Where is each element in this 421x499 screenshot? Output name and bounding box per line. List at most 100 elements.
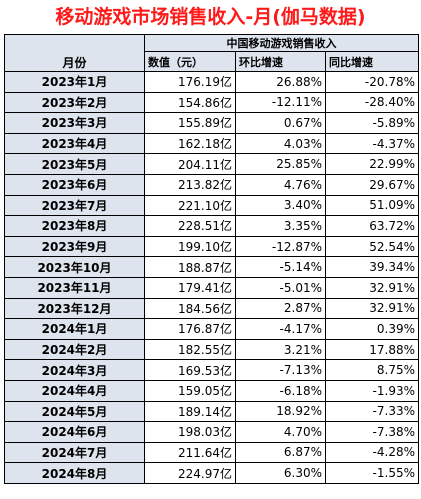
yoy-cell[interactable]: -4.28% [325, 441, 419, 464]
mom-column-header[interactable]: 环比增速 [235, 51, 326, 72]
month-cell[interactable]: 2024年6月 [4, 421, 145, 443]
yoy-cell[interactable]: 22.99% [325, 153, 419, 175]
table-row: 2023年8月 228.51亿 3.35% 63.72% [4, 215, 419, 237]
month-cell[interactable]: 2023年10月 [4, 256, 145, 278]
value-column-header[interactable]: 数值（元） [144, 51, 236, 72]
mom-cell[interactable]: 4.76% [235, 173, 326, 196]
mom-cell[interactable]: 3.35% [235, 215, 326, 237]
yoy-cell[interactable]: -7.33% [325, 400, 419, 423]
yoy-cell[interactable]: -20.78% [325, 71, 419, 93]
mom-cell[interactable]: 6.30% [235, 462, 326, 484]
yoy-cell[interactable]: -5.89% [325, 112, 419, 134]
month-cell[interactable]: 2024年4月 [4, 379, 145, 402]
value-cell[interactable]: 204.11亿 [144, 153, 236, 175]
table-row: 2024年6月 198.03亿 4.70% -7.38% [4, 421, 419, 443]
mom-cell[interactable]: 25.85% [235, 153, 326, 175]
table-row: 2024年5月 189.14亿 18.92% -7.33% [4, 400, 419, 423]
mom-cell[interactable]: 0.67% [235, 112, 326, 134]
month-cell[interactable]: 2024年8月 [4, 462, 145, 484]
value-cell[interactable]: 188.87亿 [144, 256, 236, 278]
yoy-column-header[interactable]: 同比增速 [325, 51, 419, 72]
value-cell[interactable]: 198.03亿 [144, 421, 236, 443]
table-row: 2023年4月 162.18亿 4.03% -4.37% [4, 132, 419, 155]
month-cell[interactable]: 2024年1月 [4, 318, 145, 340]
yoy-cell[interactable]: 8.75% [325, 359, 419, 381]
value-cell[interactable]: 213.82亿 [144, 173, 236, 196]
yoy-cell[interactable]: 39.34% [325, 256, 419, 278]
month-cell[interactable]: 2023年9月 [4, 235, 145, 258]
mom-cell[interactable]: 3.21% [235, 338, 326, 361]
value-cell[interactable]: 189.14亿 [144, 400, 236, 423]
value-cell[interactable]: 169.53亿 [144, 359, 236, 381]
month-cell[interactable]: 2023年11月 [4, 276, 145, 299]
mom-cell[interactable]: 4.70% [235, 421, 326, 443]
yoy-cell[interactable]: 32.91% [325, 297, 419, 320]
yoy-cell[interactable]: -28.40% [325, 91, 419, 114]
month-column-header[interactable]: 月份 [4, 34, 145, 72]
table-row: 2024年3月 169.53亿 -7.13% 8.75% [4, 359, 419, 381]
value-cell[interactable]: 155.89亿 [144, 112, 236, 134]
yoy-cell[interactable]: -4.37% [325, 132, 419, 155]
month-cell[interactable]: 2024年2月 [4, 338, 145, 361]
yoy-cell[interactable]: 0.39% [325, 318, 419, 340]
month-cell[interactable]: 2023年2月 [4, 91, 145, 114]
value-cell[interactable]: 228.51亿 [144, 215, 236, 237]
yoy-cell[interactable]: 51.09% [325, 194, 419, 217]
yoy-cell[interactable]: 17.88% [325, 338, 419, 361]
sheet-title: 移动游戏市场销售收入-月(伽马数据) [55, 6, 366, 28]
value-cell[interactable]: 176.19亿 [144, 71, 236, 93]
table-row: 2024年2月 182.55亿 3.21% 17.88% [4, 338, 419, 361]
mom-cell[interactable]: 2.87% [235, 297, 326, 320]
table-row: 2024年8月 224.97亿 6.30% -1.55% [4, 462, 419, 484]
value-cell[interactable]: 154.86亿 [144, 91, 236, 114]
value-cell[interactable]: 182.55亿 [144, 338, 236, 361]
mom-cell[interactable]: -12.87% [235, 235, 326, 258]
yoy-cell[interactable]: -1.93% [325, 379, 419, 402]
table-row: 2023年3月 155.89亿 0.67% -5.89% [4, 112, 419, 134]
month-cell[interactable]: 2024年7月 [4, 441, 145, 464]
value-cell[interactable]: 199.10亿 [144, 235, 236, 258]
mom-cell[interactable]: 26.88% [235, 71, 326, 93]
month-cell[interactable]: 2023年7月 [4, 194, 145, 217]
mom-cell[interactable]: 4.03% [235, 132, 326, 155]
month-cell[interactable]: 2023年4月 [4, 132, 145, 155]
mom-cell[interactable]: -12.11% [235, 91, 326, 114]
mom-cell[interactable]: 6.87% [235, 441, 326, 464]
table-row: 2023年12月 184.56亿 2.87% 32.91% [4, 297, 419, 320]
yoy-cell[interactable]: -1.55% [325, 462, 419, 484]
month-cell[interactable]: 2024年3月 [4, 359, 145, 381]
yoy-cell[interactable]: -7.38% [325, 421, 419, 443]
month-cell[interactable]: 2023年3月 [4, 112, 145, 134]
mom-cell[interactable]: -7.13% [235, 359, 326, 381]
table-row: 2023年5月 204.11亿 25.85% 22.99% [4, 153, 419, 175]
value-cell[interactable]: 162.18亿 [144, 132, 236, 155]
mom-cell[interactable]: -5.14% [235, 256, 326, 278]
group-header[interactable]: 中国移动游戏销售收入 [144, 34, 419, 52]
mom-cell[interactable]: 18.92% [235, 400, 326, 423]
yoy-cell[interactable]: 63.72% [325, 215, 419, 237]
value-cell[interactable]: 224.97亿 [144, 462, 236, 484]
yoy-cell[interactable]: 32.91% [325, 276, 419, 299]
month-cell[interactable]: 2023年1月 [4, 71, 145, 93]
value-cell[interactable]: 179.41亿 [144, 276, 236, 299]
month-cell[interactable]: 2023年8月 [4, 215, 145, 237]
month-cell[interactable]: 2023年5月 [4, 153, 145, 175]
value-cell[interactable]: 159.05亿 [144, 379, 236, 402]
revenue-table: 月份 中国移动游戏销售收入 数值（元） 环比增速 同比增速 2023年1月 176… [4, 34, 419, 484]
yoy-cell[interactable]: 29.67% [325, 173, 419, 196]
mom-cell[interactable]: 3.40% [235, 194, 326, 217]
value-cell[interactable]: 211.64亿 [144, 441, 236, 464]
mom-cell[interactable]: -4.17% [235, 318, 326, 340]
header-row-columns: 数值（元） 环比增速 同比增速 [5, 51, 419, 72]
month-cell[interactable]: 2024年5月 [4, 400, 145, 423]
mom-cell[interactable]: -5.01% [235, 276, 326, 299]
value-cell[interactable]: 184.56亿 [144, 297, 236, 320]
value-cell[interactable]: 221.10亿 [144, 194, 236, 217]
month-cell[interactable]: 2023年6月 [4, 173, 145, 196]
table-row: 2024年7月 211.64亿 6.87% -4.28% [4, 441, 419, 464]
yoy-cell[interactable]: 52.54% [325, 235, 419, 258]
value-cell[interactable]: 176.87亿 [144, 318, 236, 340]
mom-cell[interactable]: -6.18% [235, 379, 326, 402]
month-cell[interactable]: 2023年12月 [4, 297, 145, 320]
